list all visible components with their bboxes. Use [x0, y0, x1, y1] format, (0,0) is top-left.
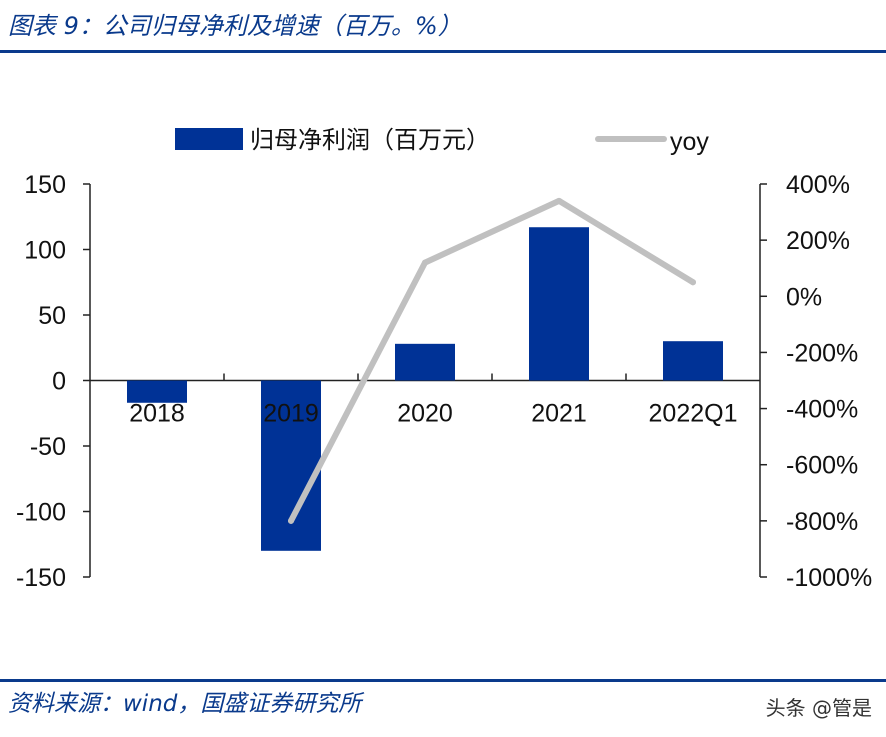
right-axis-tick-label: -600%	[786, 452, 858, 480]
left-axis-tick-label: 100	[24, 237, 66, 265]
legend-label-line: yoy	[670, 128, 709, 156]
right-axis-tick-label: -1000%	[786, 564, 872, 592]
right-axis-tick-label: -800%	[786, 508, 858, 536]
bar-2020	[395, 343, 455, 381]
x-axis-category-label: 2021	[531, 400, 587, 428]
left-axis-tick-label: 50	[38, 302, 66, 330]
bar-2021	[529, 227, 589, 381]
footer-divider	[0, 679, 886, 682]
yoy-point-2020	[422, 259, 428, 266]
right-axis-tick-label: 400%	[786, 171, 850, 199]
bar-2018	[127, 380, 187, 403]
left-axis-tick-label: -100	[16, 499, 66, 527]
left-axis-tick-label: 0	[52, 368, 66, 396]
yoy-point-2019	[288, 517, 294, 524]
right-axis-tick-label: 200%	[786, 227, 850, 255]
figure-title: 图表 9：公司归母净利及增速（百万。%）	[8, 12, 462, 40]
legend-swatch-bar	[175, 128, 243, 150]
yoy-point-2022Q1	[690, 279, 696, 286]
legend-label-bar: 归母净利润（百万元）	[250, 126, 490, 154]
left-axis-tick-label: -50	[30, 433, 66, 461]
watermark-text: 头条 @管是	[765, 696, 872, 720]
bar-2022Q1	[663, 341, 723, 381]
title-divider	[0, 50, 886, 53]
x-axis-category-label: 2022Q1	[649, 400, 738, 428]
right-axis-tick-label: -400%	[786, 396, 858, 424]
source-note: 资料来源：wind，国盛证券研究所	[8, 691, 362, 717]
x-axis-category-label: 2019	[263, 400, 319, 428]
x-axis-category-label: 2020	[397, 400, 453, 428]
yoy-point-2021	[556, 197, 562, 204]
right-axis-tick-label: -200%	[786, 339, 858, 367]
yoy-line	[288, 197, 696, 524]
right-axis-tick-label: 0%	[786, 283, 822, 311]
left-axis-tick-label: -150	[16, 564, 66, 592]
left-axis-tick-label: 150	[24, 171, 66, 199]
x-axis-category-label: 2018	[129, 400, 185, 428]
